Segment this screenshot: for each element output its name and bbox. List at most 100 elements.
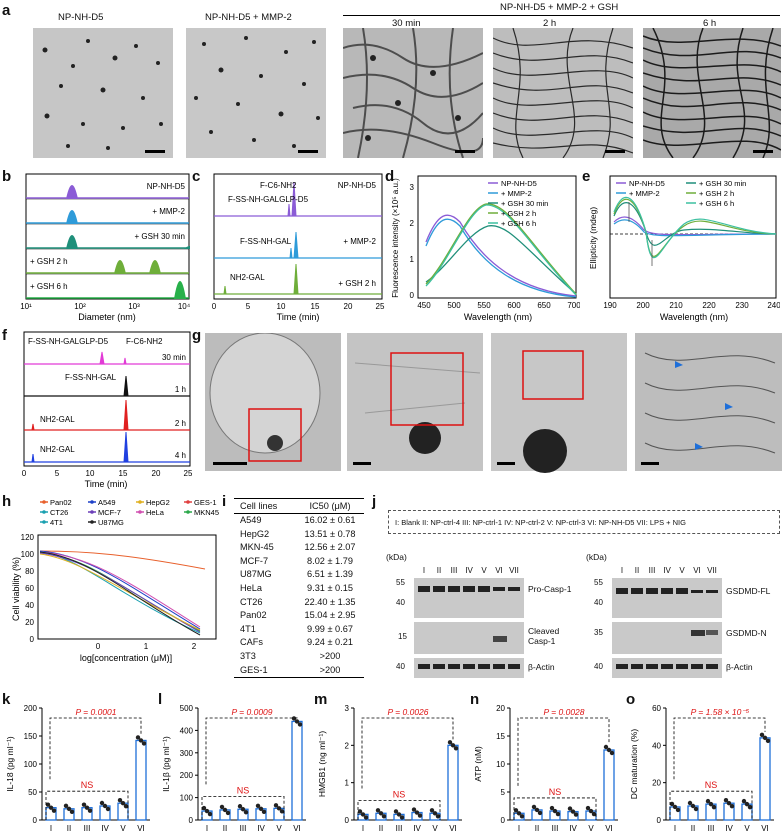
tick-d-x1: 500 [447, 301, 461, 310]
label-6h: 6 h [703, 18, 717, 29]
label-30min: 30 min [392, 18, 421, 29]
marker-r-0: 55 [594, 578, 603, 587]
panel-e-cd: 190 200 210 220 230 240 Wavelength (nm) … [588, 175, 780, 322]
legend-label: HepG2 [146, 498, 170, 507]
data-point [291, 716, 297, 721]
legend-label: CT26 [50, 508, 68, 517]
data-point [276, 806, 282, 811]
legend-label: MCF-7 [98, 508, 121, 517]
data-point [552, 808, 558, 814]
legend-label: + GSH 6 h [501, 219, 536, 228]
time-f-1: 1 h [175, 385, 186, 394]
ic50-value: 9.99 ± 0.67 [307, 623, 353, 634]
data-point [138, 738, 144, 743]
plot-frame [609, 175, 777, 299]
x-tick-label: IV [101, 824, 109, 833]
ic50-row: 4T1 9.99 ± 0.67 [234, 623, 364, 637]
marker-r-1: 40 [594, 598, 603, 607]
data-point [675, 807, 681, 813]
y-tick-label: 1 [345, 779, 350, 788]
tick-c-0: 0 [212, 302, 217, 311]
ylabel-h: Cell viability (%) [11, 557, 21, 621]
bar [135, 739, 147, 821]
panel-g-cell-tem [205, 333, 782, 473]
label-np-mmp2-gsh: NP-NH-D5 + MMP-2 + GSH [500, 2, 619, 13]
data-point [363, 815, 369, 820]
ic50-row: Pan02 15.04 ± 2.95 [234, 609, 364, 623]
panel-h-viability: 0 1 2 0 20 40 60 80 100 120 log[concentr… [11, 498, 219, 663]
ic50-value: 8.02 ± 1.79 [307, 555, 353, 566]
lane-legend: I: Blank II: NP-ctrl-4 III: NP-ctrl-1 IV… [388, 510, 780, 534]
data-point [375, 808, 381, 813]
legend-label: + GSH 30 min [699, 179, 746, 188]
data-point [411, 807, 417, 812]
ic50-row: GES-1 >200 [234, 664, 364, 678]
x-tick-label: III [552, 824, 559, 833]
ic50-header: Cell lines IC50 (μM) [234, 499, 364, 514]
legend-label: + MMP-2 [629, 189, 660, 198]
annot-c-2: F-SS-NH-GAL [240, 237, 292, 246]
blot-pro-casp1 [414, 578, 524, 618]
tick-e-x1: 200 [636, 301, 650, 310]
data-point [567, 806, 573, 811]
tick-c-2: 10 [277, 302, 286, 311]
y-tick-label: 0 [189, 816, 194, 825]
blot-gsdmd-fl [612, 578, 722, 618]
time-f-3: 4 h [175, 451, 186, 460]
tem-image-gsh-30min [343, 28, 483, 158]
b-peak [114, 260, 126, 274]
lane-label: III [648, 566, 656, 575]
xlabel-e: Wavelength (nm) [660, 312, 728, 322]
y-tick-label: 100 [24, 760, 38, 769]
row-c-2: + GSH 2 h [338, 279, 376, 288]
data-point [81, 802, 87, 807]
p-value: P = 1.58 × 10⁻⁵ [691, 707, 750, 717]
data-point [447, 740, 453, 745]
data-point [243, 810, 249, 815]
data-point [570, 809, 576, 814]
tick-d-y2: 2 [410, 219, 415, 228]
b-peak [66, 185, 78, 199]
data-point [765, 738, 771, 744]
legend-label: + GSH 2 h [699, 189, 734, 198]
tick-h-x0: 0 [96, 642, 101, 651]
panel-letter-b: b [2, 168, 12, 185]
ic50-value: >200 [319, 664, 341, 675]
b-peak [66, 235, 78, 249]
data-point [219, 804, 225, 810]
x-tick-label: VI [293, 824, 301, 833]
x-tick-label: IV [725, 824, 733, 833]
ic50-row: CT26 22.40 ± 1.35 [234, 596, 364, 610]
y-tick-label: 20 [496, 704, 505, 713]
x-tick-label: I [674, 824, 676, 833]
ic50-table: Cell lines IC50 (μM) A549 16.02 ± 0.61 Hep… [234, 498, 364, 679]
tick-c-3: 15 [311, 302, 320, 311]
label-np: NP-NH-D5 [58, 12, 104, 23]
cell-line: HeLa [240, 582, 262, 593]
band-gsdmd-fl: GSDMD-FL [726, 586, 771, 596]
data-point [723, 798, 729, 803]
data-point [519, 814, 525, 819]
cell-line: MCF-7 [240, 555, 269, 566]
b-row-label: + GSH 2 h [30, 257, 68, 266]
tick-d-y3: 3 [410, 183, 415, 192]
tick-d-x2: 550 [477, 301, 491, 310]
xlabel-b: Diameter (nm) [78, 312, 136, 322]
ic50-row: A549 16.02 ± 0.61 [234, 514, 364, 528]
data-point [255, 803, 261, 808]
x-tick-label: V [744, 824, 750, 833]
kda-right: (kDa) [586, 552, 607, 562]
ic50-row: CAFs 9.24 ± 0.21 [234, 636, 364, 650]
y-tick-label: 3 [345, 704, 350, 713]
y-tick-label: 50 [28, 788, 37, 797]
data-point [513, 808, 519, 813]
lane-label: IV [465, 566, 473, 575]
x-tick-label: VI [605, 824, 613, 833]
data-point [297, 722, 303, 727]
data-point [117, 798, 123, 803]
lane-label: III [450, 566, 458, 575]
tick-d-x3: 600 [507, 301, 521, 310]
bar [759, 737, 771, 821]
label-np-mmp2: NP-NH-D5 + MMP-2 [205, 12, 292, 23]
